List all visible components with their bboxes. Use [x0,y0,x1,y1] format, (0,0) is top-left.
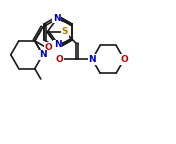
Text: N: N [54,40,61,49]
Text: N: N [39,50,47,59]
Text: O: O [56,55,63,64]
Text: O: O [45,43,52,52]
Text: N: N [53,14,60,23]
Text: N: N [88,55,96,64]
Text: O: O [120,55,128,64]
Text: S: S [62,28,68,36]
